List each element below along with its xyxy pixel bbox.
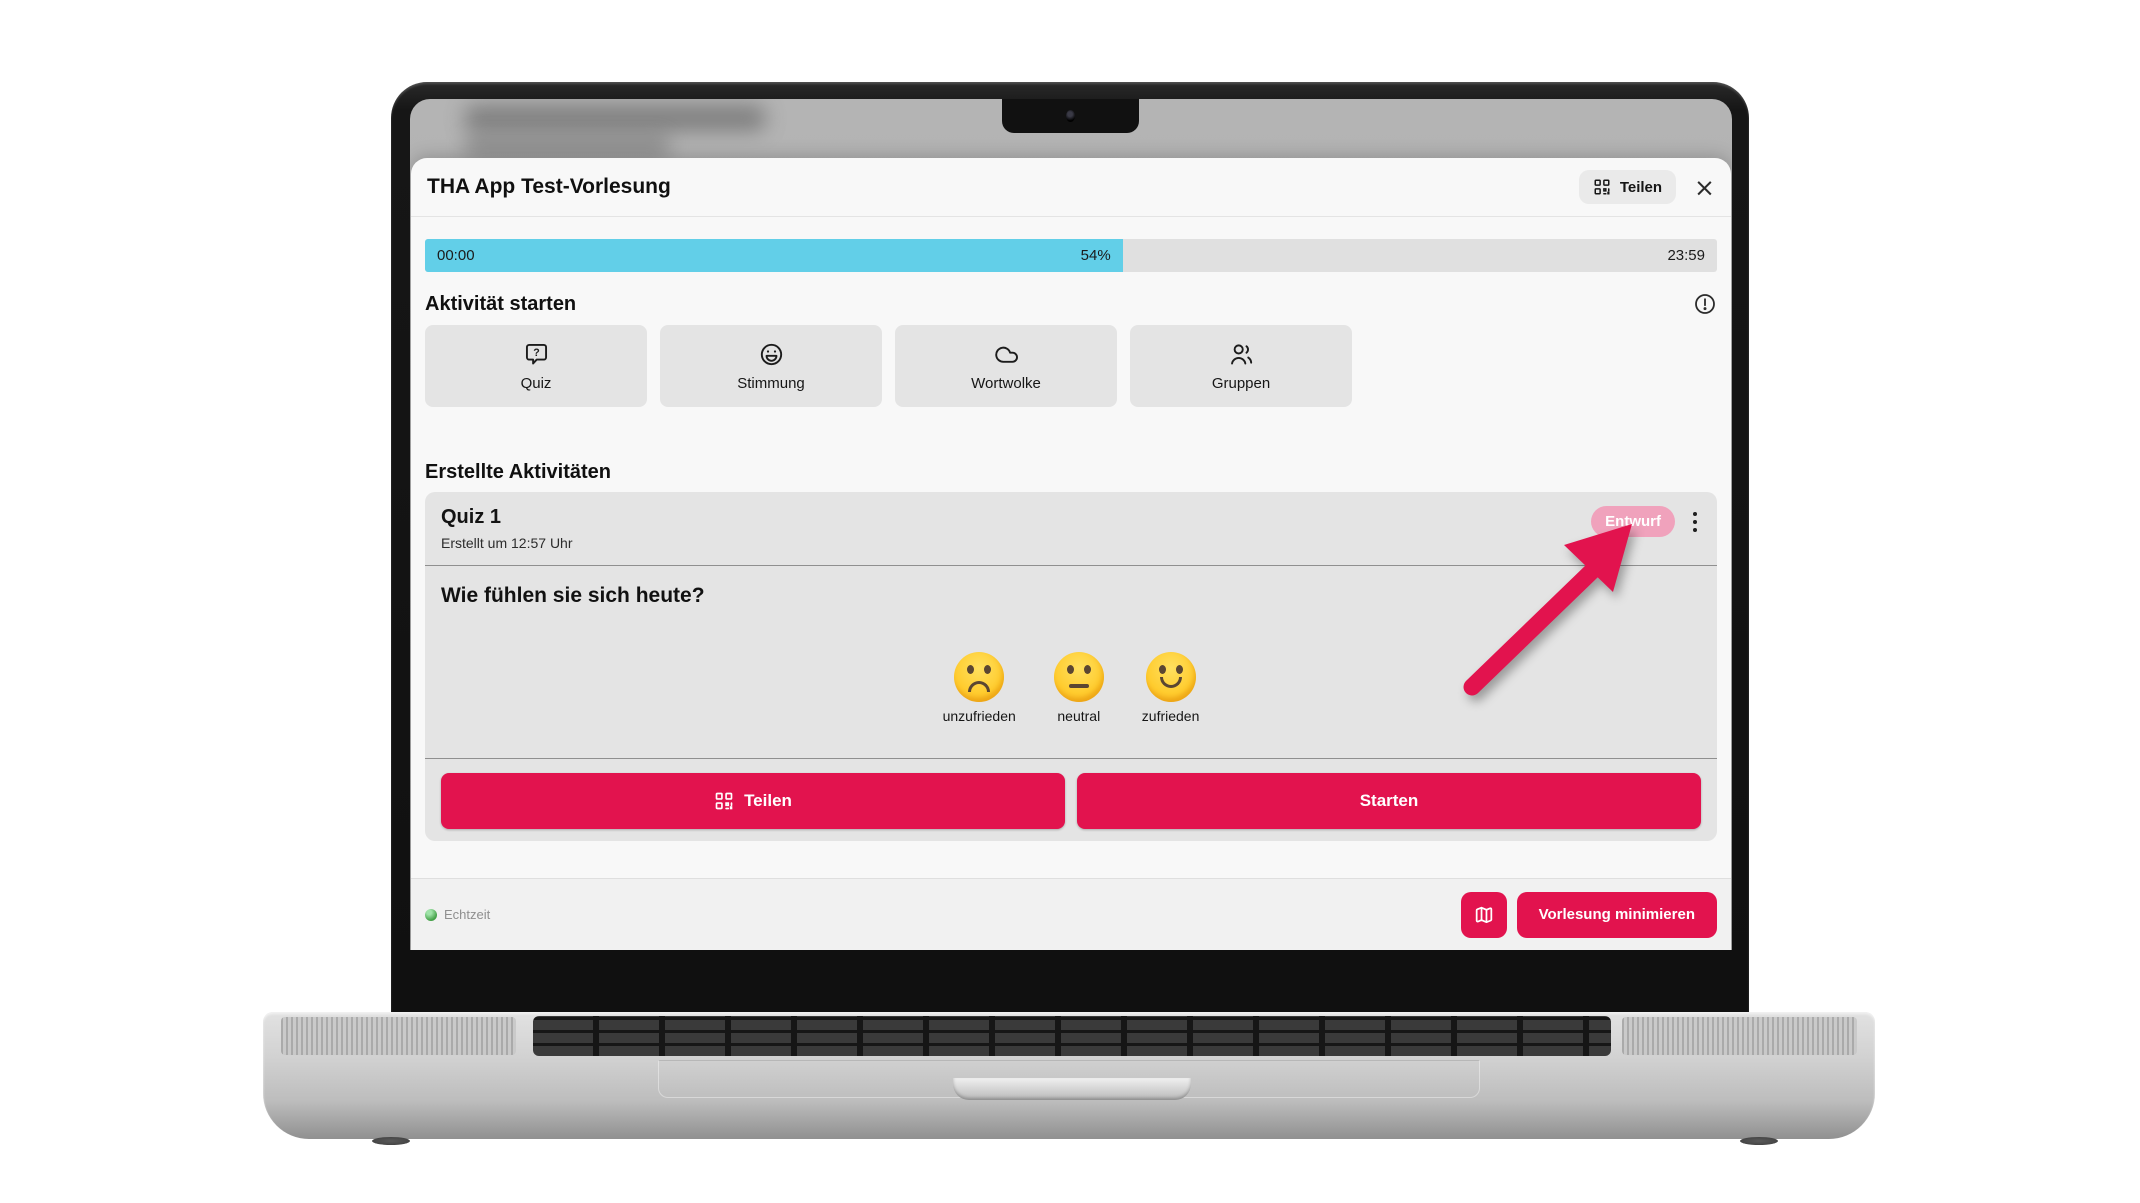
kebab-menu[interactable] xyxy=(1689,508,1701,536)
qr-code-icon xyxy=(715,792,733,810)
progress-end-time: 23:59 xyxy=(1667,247,1705,264)
quiz-bubble-icon: ? xyxy=(525,343,547,364)
start-activity-label: Starten xyxy=(1359,791,1419,810)
minimize-lecture-button[interactable]: Vorlesung minimieren xyxy=(1516,891,1717,938)
progress-percent: 54% xyxy=(1080,247,1111,264)
activity-card-label: Wortwolke xyxy=(971,374,1041,392)
realtime-status: Echtzeit xyxy=(425,907,490,922)
info-icon[interactable] xyxy=(1693,292,1717,316)
status-badge: Entwurf xyxy=(1591,506,1675,537)
laptop-foot xyxy=(372,1137,410,1145)
start-activity-header: Aktivität starten xyxy=(425,292,1717,316)
divider xyxy=(425,565,1717,566)
happy-emoji-icon xyxy=(1145,652,1196,702)
laptop-screen: THA App Test-Vorlesung Teilen × 00:00 54… xyxy=(410,99,1732,950)
activity-title: Quiz 1 xyxy=(441,506,502,528)
desktop-blur-text xyxy=(465,105,765,131)
svg-text:?: ? xyxy=(533,347,540,359)
mood-label: neutral xyxy=(1057,708,1101,724)
mood-option-happy[interactable]: zufrieden xyxy=(1141,652,1200,724)
activity-actions: Teilen Starten xyxy=(441,773,1701,829)
share-activity-button[interactable]: Teilen xyxy=(441,773,1065,829)
sad-emoji-icon xyxy=(954,652,1005,702)
share-button[interactable]: Teilen xyxy=(1578,170,1677,204)
laptop-base xyxy=(263,1012,1875,1139)
map-button[interactable] xyxy=(1460,891,1507,938)
laptop-foot xyxy=(1740,1137,1778,1145)
titlebar: THA App Test-Vorlesung Teilen × xyxy=(411,158,1731,217)
share-activity-label: Teilen xyxy=(744,791,792,810)
smiley-icon xyxy=(760,343,782,365)
status-green-dot-icon xyxy=(425,908,437,921)
activity-card-stimmung[interactable]: Stimmung xyxy=(660,325,882,407)
activity-card-label: Gruppen xyxy=(1211,374,1271,392)
close-icon[interactable]: × xyxy=(1694,172,1715,202)
neutral-emoji-icon xyxy=(1053,652,1104,702)
users-icon xyxy=(1230,343,1252,364)
progress-start-time: 00:00 xyxy=(437,247,475,264)
window-footer: Echtzeit Vorlesung minimieren xyxy=(411,878,1731,950)
speaker-grille-right xyxy=(1622,1017,1857,1055)
status-label: Echtzeit xyxy=(444,907,491,922)
cloud-icon xyxy=(994,346,1018,363)
divider xyxy=(425,758,1717,759)
start-activity-button[interactable]: Starten xyxy=(1077,773,1701,829)
page-title: THA App Test-Vorlesung xyxy=(427,175,671,198)
activity-created-at: Erstellt um 12:57 Uhr xyxy=(441,535,573,551)
share-button-label: Teilen xyxy=(1619,178,1663,196)
activity-card-quiz[interactable]: ? Quiz xyxy=(425,325,647,407)
progress-end: 23:59 xyxy=(1667,239,1705,272)
progress-fill: 00:00 54% xyxy=(425,239,1123,272)
map-icon xyxy=(1475,906,1492,923)
mood-option-sad[interactable]: unzufrieden xyxy=(943,652,1016,724)
app-window: THA App Test-Vorlesung Teilen × 00:00 54… xyxy=(411,158,1731,950)
camera-notch xyxy=(1002,99,1139,133)
mood-options: unzufrieden neutral zufrie xyxy=(441,652,1701,724)
start-activity-heading: Aktivität starten xyxy=(425,292,577,315)
lid-scoop xyxy=(953,1078,1191,1100)
activity-card-label: Quiz xyxy=(520,374,552,392)
mood-label: unzufrieden xyxy=(942,708,1016,724)
activity-item: Quiz 1 Erstellt um 12:57 Uhr Entwurf Wie… xyxy=(425,492,1717,841)
qr-code-icon xyxy=(1594,179,1610,195)
desktop-blur-text xyxy=(465,135,670,157)
webcam-icon xyxy=(1066,110,1075,122)
mood-option-neutral[interactable]: neutral xyxy=(1053,652,1104,724)
activity-type-cards: ? Quiz Stimmung xyxy=(425,325,1717,407)
mood-label: zufrieden xyxy=(1141,708,1200,724)
keyboard xyxy=(533,1016,1611,1056)
window-content: 00:00 54% 23:59 Aktivität starten xyxy=(411,239,1731,841)
activity-card-label: Stimmung xyxy=(737,374,805,392)
created-activities-heading: Erstellte Aktivitäten xyxy=(425,461,611,483)
activity-card-gruppen[interactable]: Gruppen xyxy=(1130,325,1352,407)
activity-item-header: Quiz 1 Erstellt um 12:57 Uhr Entwurf xyxy=(441,506,1701,551)
speaker-grille-left xyxy=(281,1017,516,1055)
activity-card-wortwolke[interactable]: Wortwolke xyxy=(895,325,1117,407)
activity-question: Wie fühlen sie sich heute? xyxy=(441,584,705,607)
progress-bar: 00:00 54% 23:59 xyxy=(425,239,1717,272)
